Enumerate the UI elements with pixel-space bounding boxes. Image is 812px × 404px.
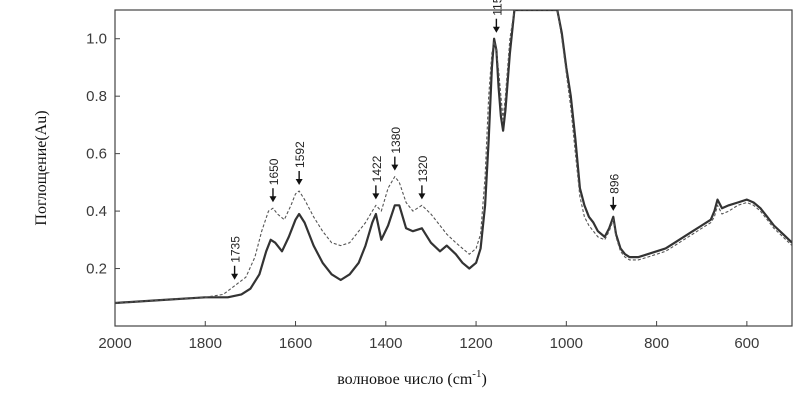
spectrum-line-solid [115,10,792,305]
peak-label: 1380 [389,127,403,154]
peak-label: 1155 [490,0,504,16]
x-tick-label: 1800 [189,335,222,352]
y-tick-label: 0.2 [86,261,107,278]
y-tick-label: 0.8 [86,88,107,105]
plot-frame [114,9,793,327]
peak-label: 1320 [416,155,430,182]
arrow-head-icon [492,26,500,33]
peak-marker-1735: 1735 [229,236,243,280]
arrow-head-icon [418,193,426,200]
arrow-head-icon [269,196,277,203]
x-tick-label: 800 [644,335,669,352]
x-axis-title: волновое число (cm-1) [337,368,487,388]
arrow-head-icon [231,273,239,280]
x-tick-label: 1600 [279,335,312,352]
y-tick-label: 0.4 [86,203,107,220]
peak-label: 1650 [267,158,281,185]
peak-marker-1155: 1155 [490,0,504,33]
peak-label: 896 [607,173,621,193]
y-tick-label: 0.6 [86,146,107,163]
peak-label: 1592 [293,141,307,168]
x-axis-title-close: ) [481,371,486,388]
x-tick-label: 600 [734,335,759,352]
arrow-head-icon [391,164,399,171]
peak-marker-1422: 1422 [370,155,384,200]
x-tick-label: 1000 [550,335,583,352]
peak-marker-1592: 1592 [293,141,307,185]
x-axis-title-main: волновое число (cm [337,371,473,388]
peak-label: 1422 [370,155,384,182]
arrow-head-icon [372,193,380,200]
y-tick-label: 1.0 [86,31,107,48]
peak-label: 1735 [229,236,243,263]
spectrum-line-dashed [115,10,792,304]
peak-annotations: 1735 1650 1592 1422 1380 1320 1155 896 [229,0,621,280]
peak-marker-1650: 1650 [267,158,281,203]
y-axis-title: Поглощение(Au) [33,110,50,225]
arrow-head-icon [609,204,617,211]
peak-marker-1380: 1380 [389,127,403,171]
x-tick-label: 2000 [98,335,131,352]
x-tick-label: 1400 [369,335,402,352]
x-axis-title-sup: -1 [472,368,481,380]
series-layer [115,10,792,305]
x-tick-label: 1200 [459,335,492,352]
peak-marker-896: 896 [607,173,621,211]
arrow-head-icon [295,178,303,185]
x-axis: 2000 1800 1600 1400 1200 1000 800 600 [98,321,759,352]
peak-marker-1320: 1320 [416,155,430,200]
y-axis: 0.2 0.4 0.6 0.8 1.0 [86,31,120,278]
